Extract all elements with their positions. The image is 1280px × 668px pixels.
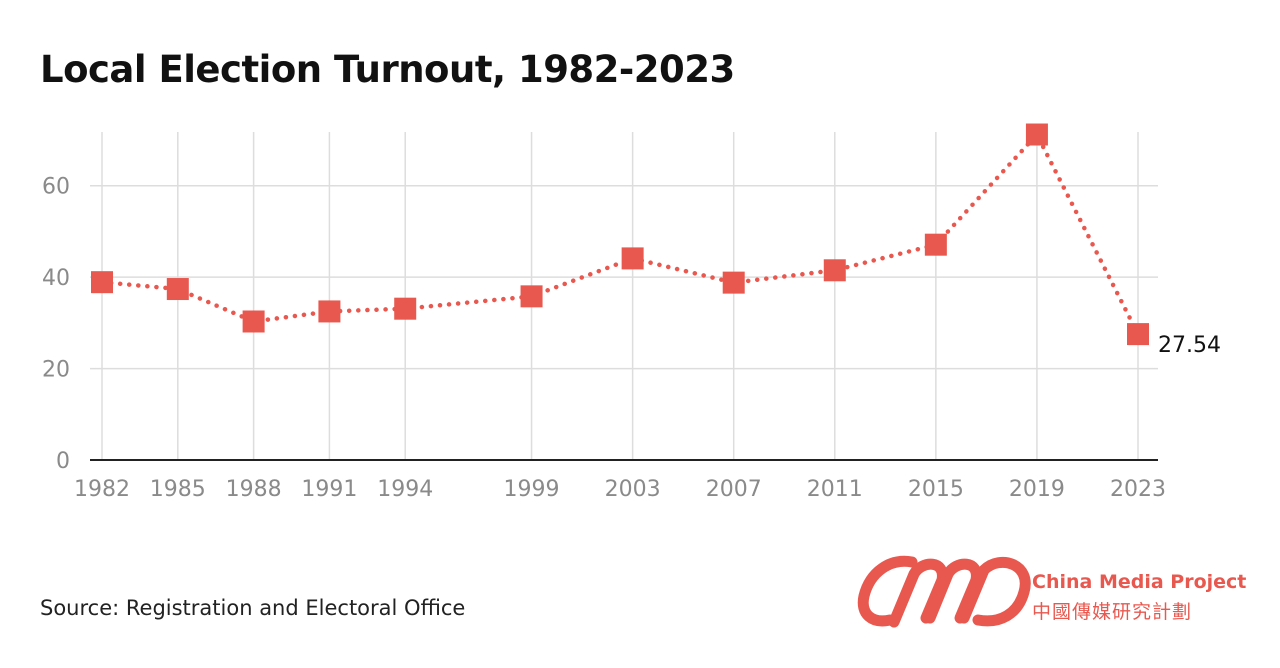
data-point-marker xyxy=(242,310,265,333)
labels: 0 20 40 60 1982 1985 1988 1991 1994 1999 2003 2007 2… xyxy=(42,175,1221,502)
data-point-marker xyxy=(166,278,189,301)
data-point-marker xyxy=(318,300,341,323)
data-point-marker xyxy=(722,271,745,294)
x-tick-label: 1982 xyxy=(74,477,130,502)
x-tick-label: 2019 xyxy=(1009,477,1065,502)
y-tick-label: 20 xyxy=(42,358,70,383)
source-note: Source: Registration and Electoral Offic… xyxy=(40,596,466,620)
x-tick-label: 1988 xyxy=(226,477,282,502)
y-tick-label: 40 xyxy=(42,266,70,291)
chart-title: Local Election Turnout, 1982-2023 xyxy=(40,48,735,91)
data-point-marker xyxy=(924,233,947,256)
brand-name-zh: 中國傳媒研究計劃 xyxy=(1032,601,1193,623)
grid xyxy=(90,132,1158,460)
series-turnout xyxy=(91,123,1149,346)
series-line xyxy=(99,130,1141,337)
data-point-marker xyxy=(621,247,644,270)
y-tick-label: 60 xyxy=(42,175,70,200)
line-chart: 0 20 40 60 1982 1985 1988 1991 1994 1999 2003 2007 2… xyxy=(42,123,1221,502)
x-tick-label: 1991 xyxy=(301,477,357,502)
x-tick-label: 1999 xyxy=(504,477,560,502)
data-point-marker xyxy=(823,259,846,282)
brand-name-en: China Media Project xyxy=(1032,571,1247,593)
data-point-marker xyxy=(1025,123,1048,146)
data-point-marker xyxy=(1127,323,1149,346)
x-tick-label: 2023 xyxy=(1110,477,1166,502)
x-tick-label: 2011 xyxy=(807,477,863,502)
data-point-marker xyxy=(91,271,113,294)
data-label: 27.54 xyxy=(1158,333,1221,358)
x-tick-label: 1994 xyxy=(377,477,433,502)
y-tick-label: 0 xyxy=(56,449,70,474)
data-point-marker xyxy=(520,285,543,308)
x-tick-label: 1985 xyxy=(150,477,206,502)
x-tick-label: 2003 xyxy=(605,477,661,502)
x-tick-label: 2007 xyxy=(706,477,762,502)
cmp-logo-icon xyxy=(857,555,1031,628)
data-point-marker xyxy=(394,297,417,320)
x-tick-label: 2015 xyxy=(908,477,964,502)
